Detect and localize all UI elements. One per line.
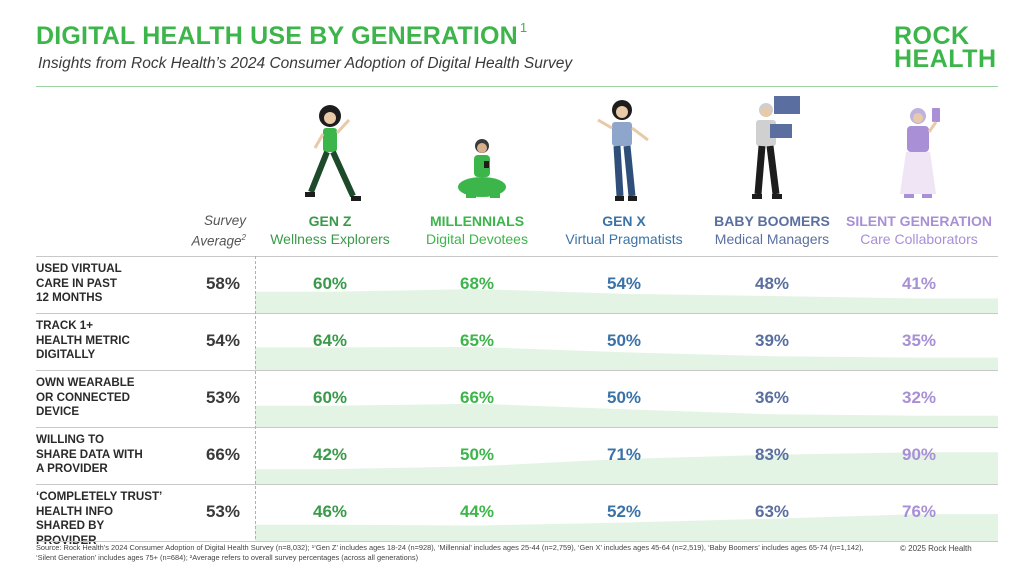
metric-band bbox=[255, 514, 998, 541]
generation-value: 63% bbox=[754, 502, 790, 521]
generation-name: BABY BOOMERS bbox=[714, 213, 830, 229]
survey-average-value: 54% bbox=[205, 331, 240, 350]
metric-label-line: HEALTH INFO bbox=[36, 504, 114, 518]
generation-value: 42% bbox=[312, 445, 348, 464]
metric-label-line: A PROVIDER bbox=[36, 462, 108, 475]
row-divider bbox=[36, 256, 998, 257]
generation-persona: Digital Devotees bbox=[426, 231, 528, 247]
row-divider bbox=[36, 427, 998, 428]
generation-value: 44% bbox=[459, 502, 495, 521]
generation-value: 48% bbox=[754, 274, 790, 293]
metric-label-line: ‘COMPLETELY TRUST’ bbox=[36, 490, 163, 503]
generation-value: 36% bbox=[754, 388, 790, 407]
metric-label-line: CARE IN PAST bbox=[36, 276, 117, 290]
logo-line-2: HEALTH bbox=[894, 45, 997, 73]
row-divider bbox=[36, 484, 998, 485]
boomer-person-laptop-icon bbox=[752, 96, 800, 199]
silent-person-phone-icon bbox=[900, 108, 940, 198]
generation-header: SILENT GENERATION Care Collaborators bbox=[839, 212, 999, 248]
generation-value: 32% bbox=[901, 388, 937, 407]
survey-average-value: 58% bbox=[205, 274, 240, 293]
generation-persona: Virtual Pragmatists bbox=[565, 231, 683, 247]
survey-average-header: Survey Average2 bbox=[191, 213, 247, 249]
metric-label: ‘COMPLETELY TRUST’ HEALTH INFO SHARED BY P… bbox=[36, 490, 166, 548]
gen-x-person-waving-icon bbox=[597, 100, 649, 201]
metric-label-line: WILLING TO bbox=[36, 433, 105, 446]
generation-name: SILENT GENERATION bbox=[846, 213, 992, 229]
metric-band bbox=[255, 403, 998, 427]
row-divider bbox=[36, 313, 998, 314]
generation-value: 50% bbox=[606, 388, 642, 407]
generation-name: GEN X bbox=[602, 213, 646, 229]
metric-label-line: TRACK 1+ bbox=[36, 319, 94, 332]
generation-value: 39% bbox=[754, 331, 790, 350]
metric-label-line: OWN WEARABLE bbox=[36, 376, 135, 389]
generation-value: 46% bbox=[312, 502, 348, 521]
generation-value: 60% bbox=[312, 388, 348, 407]
metric-label: TRACK 1+ HEALTH METRIC DIGITALLY bbox=[36, 319, 166, 363]
generation-value: 35% bbox=[901, 331, 937, 350]
generation-value: 50% bbox=[459, 445, 495, 464]
generation-header: GEN Z Wellness Explorers bbox=[250, 212, 410, 248]
page-title: DIGITAL HEALTH USE BY GENERATION 1 bbox=[36, 20, 528, 50]
metric-label: OWN WEARABLE OR CONNECTED DEVICE bbox=[36, 376, 166, 420]
generation-header: MILLENNIALS Digital Devotees bbox=[397, 212, 557, 248]
metric-band bbox=[255, 347, 998, 370]
metric-band bbox=[255, 452, 998, 484]
generation-value: 52% bbox=[606, 502, 642, 521]
metric-label-line: SHARED BY PROVIDER bbox=[36, 519, 105, 547]
average-divider bbox=[255, 256, 256, 539]
metric-label: USED VIRTUAL CARE IN PAST 12 MONTHS bbox=[36, 262, 166, 306]
generation-value: 76% bbox=[901, 502, 937, 521]
generation-persona: Wellness Explorers bbox=[270, 231, 390, 247]
metric-label-line: SHARE DATA WITH bbox=[36, 447, 143, 461]
source-note: Source: Rock Health’s 2024 Consumer Adop… bbox=[36, 543, 864, 562]
page-subtitle: Insights from Rock Health’s 2024 Consume… bbox=[38, 55, 573, 72]
rock-health-logo: ROCK HEALTH bbox=[894, 22, 998, 73]
metric-label: WILLING TO SHARE DATA WITH A PROVIDER bbox=[36, 433, 166, 477]
logo-line-1: ROCK bbox=[894, 22, 970, 50]
generation-value: 68% bbox=[459, 274, 495, 293]
millennial-person-sitting-phone-icon bbox=[458, 139, 506, 198]
generation-value: 60% bbox=[312, 274, 348, 293]
generation-header: GEN X Virtual Pragmatists bbox=[544, 212, 704, 248]
generation-value: 65% bbox=[459, 331, 495, 350]
metric-band bbox=[255, 289, 998, 313]
generation-header: BABY BOOMERS Medical Managers bbox=[692, 212, 852, 248]
generation-persona: Care Collaborators bbox=[860, 231, 978, 247]
metric-label-line: 12 MONTHS bbox=[36, 291, 103, 304]
generation-persona: Medical Managers bbox=[714, 231, 830, 247]
metric-label-line: DIGITALLY bbox=[36, 348, 96, 361]
row-divider bbox=[36, 541, 998, 542]
generation-value: 71% bbox=[606, 445, 642, 464]
survey-average-value: 53% bbox=[205, 388, 240, 407]
row-divider bbox=[36, 370, 998, 371]
generation-value: 90% bbox=[901, 445, 937, 464]
generation-value: 50% bbox=[606, 331, 642, 350]
metric-label-line: HEALTH METRIC bbox=[36, 333, 130, 347]
metric-label-line: DEVICE bbox=[36, 405, 80, 418]
generation-value: 64% bbox=[312, 331, 348, 350]
metric-label-line: OR CONNECTED bbox=[36, 390, 131, 404]
generation-name: MILLENNIALS bbox=[429, 213, 525, 229]
generation-value: 83% bbox=[754, 445, 790, 464]
generation-name: GEN Z bbox=[308, 213, 352, 229]
metric-label-line: USED VIRTUAL bbox=[36, 262, 122, 275]
copyright: © 2025 Rock Health bbox=[900, 544, 972, 553]
survey-average-value: 66% bbox=[205, 445, 240, 464]
gen-z-person-walking-icon bbox=[305, 105, 361, 201]
generation-value: 66% bbox=[459, 388, 495, 407]
survey-average-value: 53% bbox=[205, 502, 240, 521]
generation-value: 54% bbox=[606, 274, 642, 293]
generation-value: 41% bbox=[901, 274, 937, 293]
header-divider bbox=[36, 86, 998, 87]
